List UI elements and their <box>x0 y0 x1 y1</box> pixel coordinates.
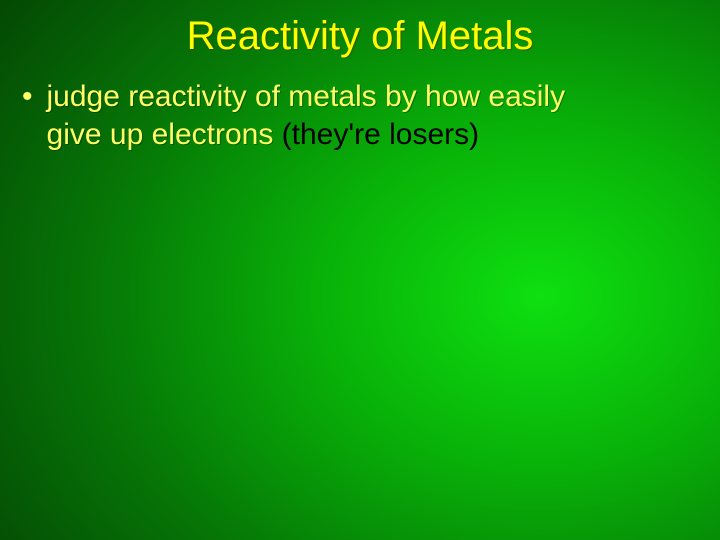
bullet-marker: • <box>22 78 33 116</box>
bullet-item: • judge reactivity of metals by how easi… <box>22 78 690 154</box>
slide-content: • judge reactivity of metals by how easi… <box>22 78 690 154</box>
bullet-text: judge reactivity of metals by how easily… <box>47 78 566 154</box>
slide-container: Reactivity of Metals • judge reactivity … <box>0 0 720 540</box>
text-segment-line2a: give up electrons <box>47 118 282 151</box>
text-segment-line2b: (they're losers) <box>282 118 479 151</box>
text-segment-line1: judge reactivity of metals by how easily <box>47 80 566 113</box>
slide-title: Reactivity of Metals <box>0 14 720 59</box>
